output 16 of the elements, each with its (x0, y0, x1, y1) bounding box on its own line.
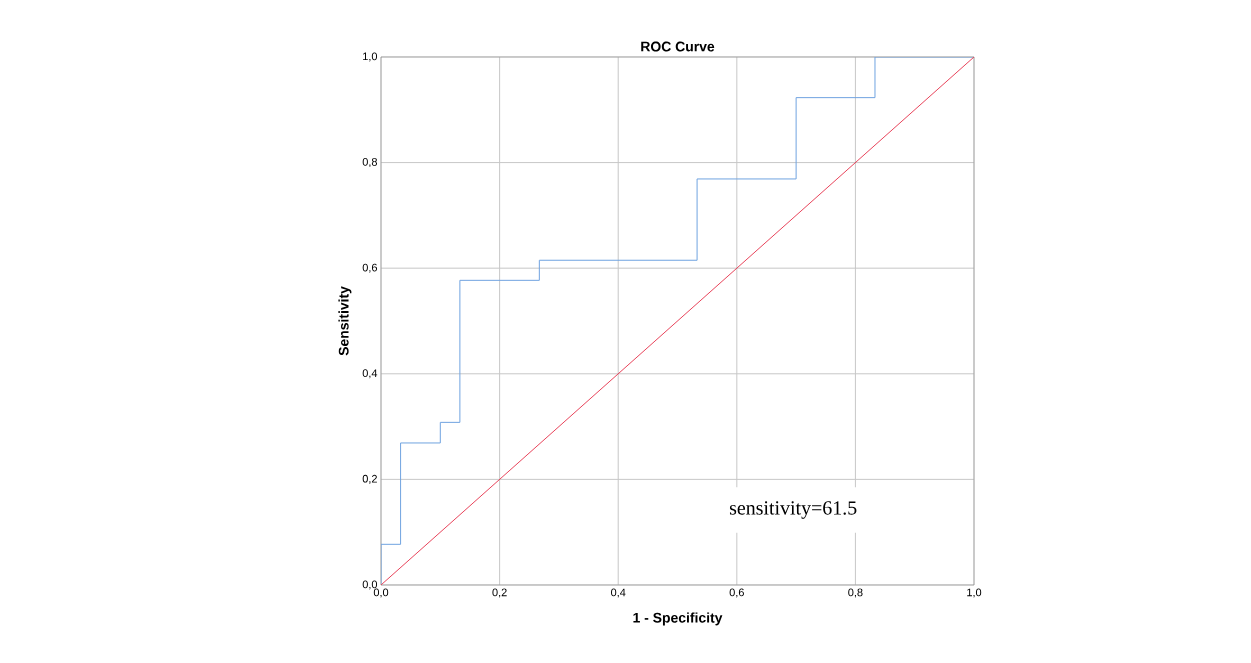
x-tick-label: 0,6 (729, 588, 744, 598)
y-tick-label: 0,6 (362, 263, 378, 273)
chart-title: ROC Curve (641, 41, 715, 52)
y-tick-label: 0,0 (362, 580, 378, 590)
x-tick-label: 0,2 (492, 588, 507, 598)
y-axis-title: Sensitivity (338, 286, 352, 356)
y-tick-label: 1,0 (363, 52, 378, 62)
y-tick-label: 0,2 (362, 474, 377, 484)
x-tick-label: 1,0 (967, 588, 982, 598)
y-tick-label: 0,4 (362, 369, 378, 379)
x-tick-label: 0,0 (373, 588, 389, 598)
y-tick-label: 0,8 (362, 158, 378, 168)
x-tick-label: 0,4 (611, 588, 626, 598)
x-axis-title: 1 - Specificity (633, 612, 723, 626)
x-tick-label: 0,8 (848, 588, 863, 598)
annotation: sensitivity=61.5 (729, 501, 857, 519)
